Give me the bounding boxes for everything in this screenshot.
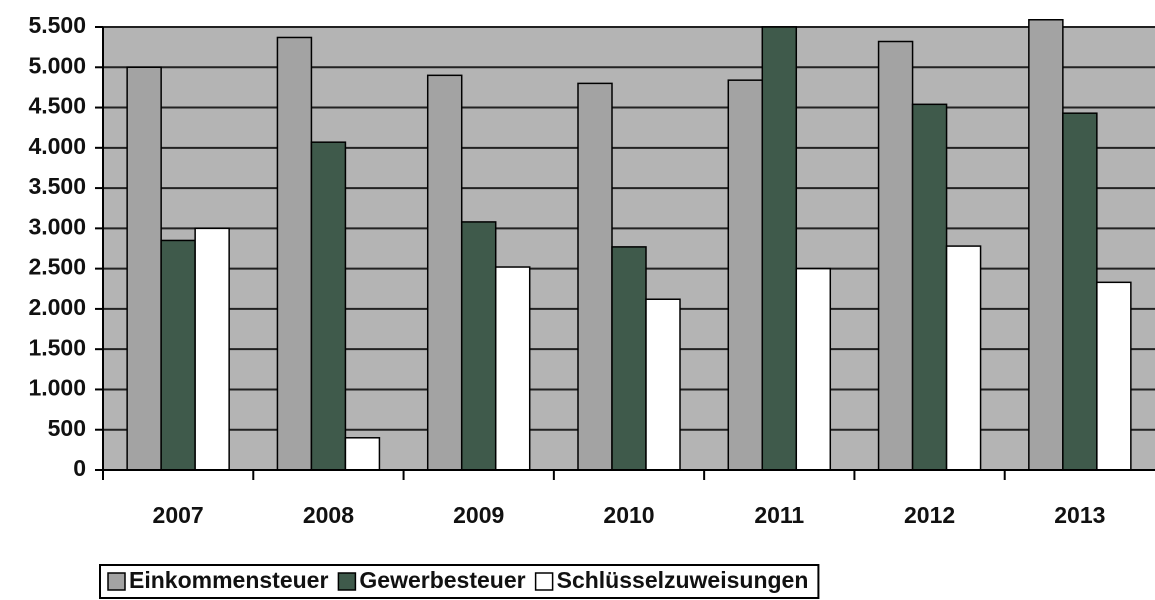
legend-label: Gewerbesteuer xyxy=(359,567,525,593)
bar xyxy=(460,221,497,471)
bar xyxy=(160,239,196,471)
bar xyxy=(795,267,832,471)
bar xyxy=(611,246,647,471)
y-tick-label: 1.500 xyxy=(28,334,86,360)
legend-label: Einkommensteuer xyxy=(129,567,328,593)
bar xyxy=(911,103,948,471)
bar xyxy=(494,266,531,471)
bar xyxy=(126,66,162,471)
bar xyxy=(344,437,381,471)
bar xyxy=(276,36,313,471)
bar xyxy=(426,74,463,471)
legend-swatch xyxy=(534,572,554,591)
legend-swatch xyxy=(337,572,357,591)
bar xyxy=(1062,112,1098,471)
y-tick-label: 0 xyxy=(73,455,86,481)
bar xyxy=(577,82,613,471)
x-tick-label: 2008 xyxy=(303,502,354,528)
x-tick-label: 2011 xyxy=(754,502,804,528)
legend-label: Schlüsselzuweisungen xyxy=(557,567,809,593)
legend-swatch xyxy=(107,572,126,591)
y-tick-label: 5.500 xyxy=(28,12,86,38)
y-tick-label: 2.000 xyxy=(28,294,86,320)
y-tick-label: 3.500 xyxy=(28,173,86,199)
bar xyxy=(1096,281,1132,471)
y-tick-label: 1.000 xyxy=(28,375,86,401)
bar xyxy=(310,141,347,471)
x-tick-label: 2009 xyxy=(453,502,504,528)
y-tick-label: 2.500 xyxy=(28,254,86,280)
bar xyxy=(945,245,982,471)
bar xyxy=(761,26,798,471)
y-tick-label: 3.000 xyxy=(28,213,86,239)
bar xyxy=(877,40,914,471)
x-tick-label: 2007 xyxy=(153,502,204,528)
bar xyxy=(194,227,230,471)
x-tick-label: 2010 xyxy=(603,502,654,528)
x-tick-label: 2012 xyxy=(904,502,955,528)
y-tick-label: 4.000 xyxy=(28,133,86,159)
y-tick-label: 500 xyxy=(48,415,86,441)
legend-box xyxy=(99,564,820,599)
y-tick-label: 5.000 xyxy=(28,52,86,78)
x-tick-label: 2013 xyxy=(1054,502,1105,528)
bar xyxy=(645,298,681,471)
bar xyxy=(1028,19,1064,471)
y-tick-label: 4.500 xyxy=(28,93,86,119)
bar xyxy=(727,79,764,471)
